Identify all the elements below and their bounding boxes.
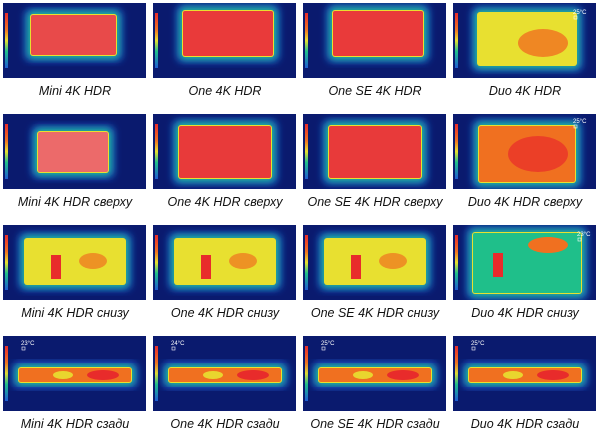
thermal-cell: One SE 4K HDR снизу <box>300 222 450 333</box>
thermal-svg: 23°C <box>453 225 596 300</box>
color-scale-bar <box>5 124 8 179</box>
device-heat-area <box>325 239 425 284</box>
thermal-image <box>303 114 446 189</box>
thermal-cell: 25°C Duo 4K HDR <box>450 0 600 111</box>
color-scale-bar <box>155 235 158 290</box>
thermal-svg: 23°C <box>3 336 146 411</box>
thermal-cell: One 4K HDR сверху <box>150 111 300 222</box>
image-caption: Mini 4K HDR сверху <box>17 195 133 209</box>
color-scale-bar <box>155 346 158 401</box>
thermal-svg <box>3 114 146 189</box>
image-caption: Mini 4K HDR сзади <box>20 417 130 431</box>
thermal-svg: 25°C <box>453 114 596 189</box>
image-caption: One SE 4K HDR <box>328 84 422 98</box>
thermal-svg <box>153 3 296 78</box>
thermal-cell: One 4K HDR <box>150 0 300 111</box>
thermal-svg <box>303 3 446 78</box>
thermal-image: 23°C <box>453 225 596 300</box>
image-caption: Duo 4K HDR снизу <box>471 306 579 320</box>
thermal-image <box>303 3 446 78</box>
image-caption: Duo 4K HDR <box>488 84 562 98</box>
image-caption: Duo 4K HDR сверху <box>467 195 583 209</box>
thermal-image: 24°C <box>153 336 296 411</box>
color-scale-bar <box>155 13 158 68</box>
color-scale-bar <box>5 13 8 68</box>
thermal-image <box>153 3 296 78</box>
temperature-label: 24°C <box>171 341 185 347</box>
image-caption: Mini 4K HDR <box>38 84 112 98</box>
device-heat-area <box>25 239 125 284</box>
color-scale-bar <box>305 346 308 401</box>
device-heat-area <box>38 132 108 172</box>
color-scale-bar <box>155 124 158 179</box>
thermal-cell: Mini 4K HDR снизу <box>0 222 150 333</box>
thermal-cell: One SE 4K HDR сверху <box>300 111 450 222</box>
image-caption: One 4K HDR <box>188 84 262 98</box>
thermal-image <box>3 3 146 78</box>
thermal-svg <box>3 3 146 78</box>
thermal-cell: 25°C Duo 4K HDR сверху <box>450 111 600 222</box>
temperature-label: 23°C <box>21 341 35 347</box>
image-caption: One SE 4K HDR сзади <box>310 417 440 431</box>
thermal-cell: Mini 4K HDR <box>0 0 150 111</box>
image-caption: One 4K HDR снизу <box>170 306 280 320</box>
device-heat-area <box>183 11 273 56</box>
image-caption: One SE 4K HDR сверху <box>307 195 443 209</box>
thermal-svg: 25°C <box>453 336 596 411</box>
thermal-image <box>3 225 146 300</box>
device-heat-area <box>175 239 275 284</box>
color-scale-bar <box>455 235 458 290</box>
thermal-cell: 25°C One SE 4K HDR сзади <box>300 333 450 444</box>
color-scale-bar <box>305 124 308 179</box>
color-scale-bar <box>305 235 308 290</box>
thermal-svg <box>303 225 446 300</box>
image-caption: One 4K HDR сзади <box>170 417 280 431</box>
thermal-image: 25°C <box>453 336 596 411</box>
image-caption: Mini 4K HDR снизу <box>21 306 129 320</box>
thermal-svg <box>153 114 296 189</box>
image-caption: One SE 4K HDR снизу <box>310 306 440 320</box>
thermal-image <box>153 225 296 300</box>
device-heat-area <box>31 15 116 55</box>
thermal-image: 25°C <box>453 3 596 78</box>
temperature-label: 25°C <box>321 341 335 347</box>
thermal-image <box>3 114 146 189</box>
device-heat-area <box>179 126 271 178</box>
thermal-cell: 23°C Duo 4K HDR снизу <box>450 222 600 333</box>
color-scale-bar <box>5 346 8 401</box>
thermal-image: 23°C <box>3 336 146 411</box>
thermal-svg <box>303 114 446 189</box>
thermal-cell: 23°C Mini 4K HDR сзади <box>0 333 150 444</box>
thermal-svg <box>3 225 146 300</box>
temperature-label: 23°C <box>577 232 591 238</box>
thermal-cell: 25°C Duo 4K HDR сзади <box>450 333 600 444</box>
thermal-image <box>303 225 446 300</box>
temperature-label: 25°C <box>471 341 485 347</box>
thermal-cell: One SE 4K HDR <box>300 0 450 111</box>
thermal-image: 25°C <box>303 336 446 411</box>
color-scale-bar <box>305 13 308 68</box>
thermal-svg: 25°C <box>453 3 596 78</box>
thermal-svg: 25°C <box>303 336 446 411</box>
temperature-label: 25°C <box>573 119 587 125</box>
color-scale-bar <box>5 235 8 290</box>
thermal-cell: One 4K HDR снизу <box>150 222 300 333</box>
thermal-svg <box>153 225 296 300</box>
color-scale-bar <box>455 346 458 401</box>
color-scale-bar <box>455 124 458 179</box>
thermal-svg: 24°C <box>153 336 296 411</box>
color-scale-bar <box>455 13 458 68</box>
device-heat-area <box>333 11 423 56</box>
device-heat-area <box>329 126 421 178</box>
thermal-image: 25°C <box>453 114 596 189</box>
thermal-cell: 24°C One 4K HDR сзади <box>150 333 300 444</box>
thermal-cell: Mini 4K HDR сверху <box>0 111 150 222</box>
image-caption: Duo 4K HDR сзади <box>470 417 580 431</box>
image-caption: One 4K HDR сверху <box>167 195 283 209</box>
temperature-label: 25°C <box>573 10 587 16</box>
thermal-image <box>153 114 296 189</box>
